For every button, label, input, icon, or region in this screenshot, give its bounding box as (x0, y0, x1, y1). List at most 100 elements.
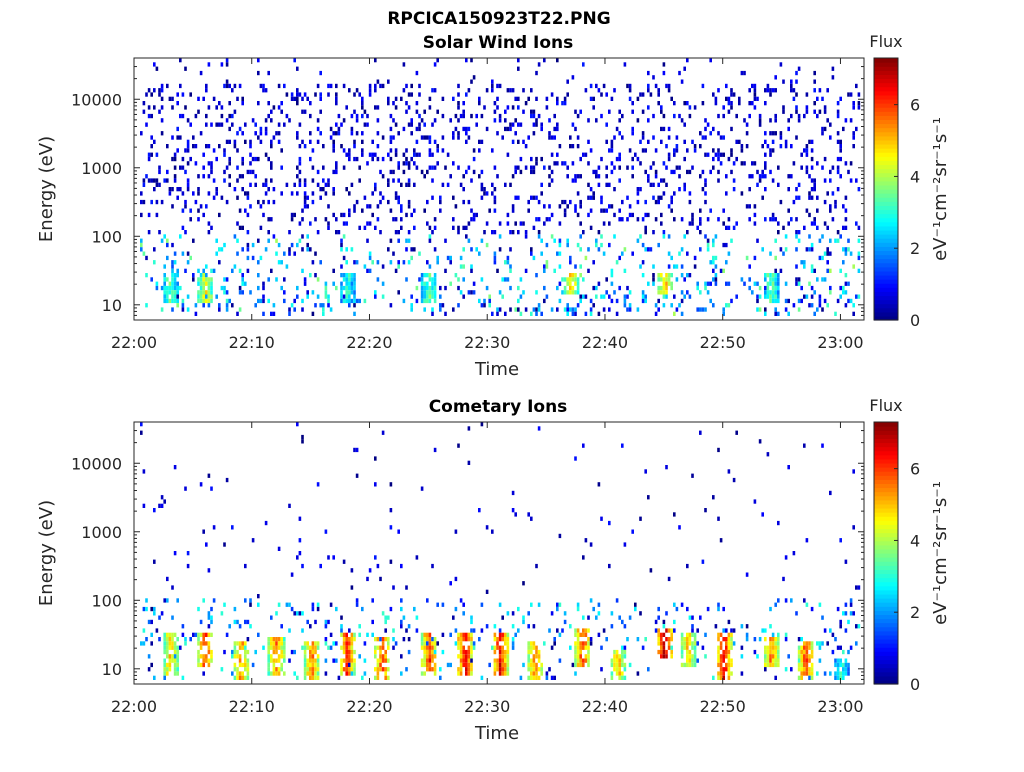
heatmap-cell (288, 307, 291, 312)
heatmap-cell (657, 277, 660, 282)
heatmap-cell (163, 234, 166, 239)
heatmap-cell (717, 637, 720, 642)
heatmap-cell (244, 563, 247, 569)
heatmap-cell (311, 671, 315, 676)
heatmap-cell (654, 311, 658, 316)
heatmap-cell (140, 247, 143, 252)
heatmap-cell (433, 290, 437, 295)
heatmap-cell (392, 101, 395, 106)
heatmap-cell (816, 225, 819, 230)
colorbar-segment (874, 438, 898, 444)
heatmap-cell (654, 619, 658, 625)
colorbar-segment (874, 242, 898, 247)
heatmap-cell (623, 645, 627, 650)
heatmap-cell (205, 88, 208, 93)
heatmap-cell (717, 671, 720, 676)
heatmap-cell (342, 83, 346, 89)
heatmap-cell (745, 632, 749, 637)
heatmap-cell (223, 290, 226, 295)
heatmap-cell (225, 58, 229, 63)
x-tick-label: 22:00 (111, 697, 157, 716)
heatmap-cell (792, 199, 796, 205)
heatmap-cell (680, 290, 684, 295)
heatmap-cell (301, 217, 304, 222)
heatmap-cell (186, 563, 190, 569)
heatmap-cell (379, 169, 382, 175)
heatmap-cell (306, 195, 309, 200)
heatmap-cell (839, 619, 842, 625)
heatmap-cell (319, 96, 322, 101)
heatmap-cell (618, 654, 621, 659)
heatmap-cell (309, 131, 312, 136)
x-tick-label: 23:00 (817, 333, 863, 352)
heatmap-cell (319, 563, 322, 569)
heatmap-cell (498, 667, 502, 672)
heatmap-cell (345, 277, 348, 282)
heatmap-cell (348, 662, 351, 668)
heatmap-cell (797, 281, 801, 286)
heatmap-cell (717, 654, 720, 659)
heatmap-cell (756, 281, 759, 286)
heatmap-cell (147, 88, 151, 93)
heatmap-cell (267, 645, 270, 650)
y-tick-label: 1000 (81, 159, 122, 178)
heatmap-cell (459, 645, 463, 650)
colorbar-segment (874, 483, 898, 489)
colorbar-segment (874, 127, 898, 133)
heatmap-cell (735, 156, 738, 162)
heatmap-cell (249, 624, 252, 629)
heatmap-cell (511, 204, 515, 209)
heatmap-cell (316, 641, 320, 646)
heatmap-cell (483, 298, 486, 304)
heatmap-cell (712, 495, 715, 500)
heatmap-cell (579, 649, 582, 655)
heatmap-cell (574, 641, 577, 646)
heatmap-cell (745, 204, 749, 209)
heatmap-cell (805, 658, 809, 663)
heatmap-cell (275, 611, 278, 616)
heatmap-cell (810, 294, 814, 299)
heatmap-cell (829, 285, 832, 291)
heatmap-cell (212, 96, 216, 101)
heatmap-cell (202, 96, 205, 101)
heatmap-cell (345, 152, 348, 157)
heatmap-cell (428, 658, 432, 663)
heatmap-cell (309, 247, 312, 252)
heatmap-cell (176, 187, 179, 192)
heatmap-cell (277, 602, 281, 607)
heatmap-cell (511, 230, 515, 235)
heatmap-cell (550, 234, 554, 239)
heatmap-cell (717, 131, 720, 136)
heatmap-cell (527, 662, 530, 668)
colorbar-segment (874, 62, 898, 67)
heatmap-cell (719, 654, 723, 659)
heatmap-cell (238, 658, 242, 663)
heatmap-cell (662, 294, 666, 299)
heatmap-cell (535, 654, 538, 659)
colorbar-segment (874, 274, 898, 280)
heatmap-cell (537, 658, 541, 663)
heatmap-cell (836, 238, 840, 243)
heatmap-cell (439, 208, 442, 213)
heatmap-cell (558, 264, 562, 269)
heatmap-cell (730, 645, 733, 650)
heatmap-cell (381, 611, 385, 616)
heatmap-cell (665, 144, 668, 149)
heatmap-cell (280, 637, 283, 642)
heatmap-cell (298, 144, 302, 149)
heatmap-cell (693, 637, 697, 642)
heatmap-cell (574, 126, 577, 132)
heatmap-cell (641, 298, 645, 304)
heatmap-cell (670, 285, 673, 291)
heatmap-cell (608, 109, 611, 114)
heatmap-cell (823, 156, 827, 162)
heatmap-cell (462, 611, 465, 616)
heatmap-cell (740, 645, 744, 650)
heatmap-cell (589, 311, 593, 316)
heatmap-cell (173, 465, 177, 470)
heatmap-cell (270, 654, 273, 659)
heatmap-cell (829, 169, 832, 175)
heatmap-cell (366, 238, 369, 243)
heatmap-cell (454, 628, 458, 633)
heatmap-cell (423, 281, 426, 286)
